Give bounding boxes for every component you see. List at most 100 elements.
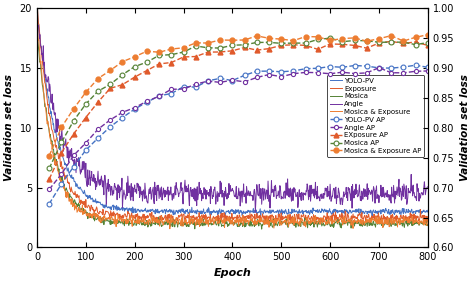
Angle	[331, 186, 337, 190]
YOLO-PV AP	[193, 85, 199, 89]
Mosica AP	[303, 41, 309, 45]
Mosica AP	[217, 46, 223, 50]
Mosica AP	[229, 43, 235, 47]
EXposure AP	[352, 44, 357, 47]
YOLO-PV	[59, 152, 64, 156]
YOLO-PV AP	[71, 165, 76, 168]
Angle AP	[278, 75, 284, 78]
Mosica AP	[352, 39, 357, 42]
YOLO-PV	[222, 214, 228, 218]
Angle AP	[315, 71, 321, 74]
Angle AP	[59, 173, 64, 176]
Mosica AP	[364, 39, 370, 43]
YOLO-PV AP	[364, 64, 370, 68]
Mosica & Exposure AP	[229, 39, 235, 42]
EXposure AP	[71, 132, 76, 136]
Mosica AP	[339, 40, 345, 43]
Exposure	[425, 215, 431, 219]
Mosica & Exposure AP	[156, 50, 162, 54]
Angle AP	[266, 73, 272, 76]
Mosica	[35, 36, 40, 39]
Line: EXposure AP: EXposure AP	[47, 39, 430, 182]
Angle	[35, 23, 40, 26]
EXposure AP	[83, 116, 89, 119]
Angle	[253, 211, 258, 214]
Mosica	[262, 221, 267, 224]
EXposure AP	[193, 55, 199, 58]
Angle AP	[352, 72, 357, 75]
Mosica & Exposure	[167, 227, 173, 230]
Mosica	[272, 224, 278, 227]
Mosica & Exposure AP	[266, 37, 272, 40]
Angle AP	[132, 106, 137, 109]
Angle AP	[291, 72, 296, 75]
Mosica AP	[254, 41, 260, 44]
Exposure	[59, 160, 64, 163]
Mosica & Exposure AP	[278, 38, 284, 41]
Angle AP	[83, 141, 89, 145]
Angle AP	[181, 87, 186, 91]
EXposure AP	[327, 42, 333, 46]
YOLO-PV AP	[254, 70, 260, 73]
Mosica	[59, 175, 64, 178]
EXposure AP	[181, 55, 186, 59]
EXposure AP	[339, 43, 345, 46]
Line: YOLO-PV: YOLO-PV	[37, 11, 428, 216]
YOLO-PV	[425, 209, 431, 212]
EXposure AP	[46, 178, 52, 181]
Line: Mosica & Exposure: Mosica & Exposure	[37, 24, 428, 229]
Mosica & Exposure AP	[315, 35, 321, 39]
Angle AP	[376, 66, 382, 69]
Mosica & Exposure AP	[181, 46, 186, 49]
YOLO-PV AP	[144, 100, 150, 104]
YOLO-PV AP	[266, 69, 272, 73]
Mosica & Exposure AP	[217, 38, 223, 42]
Exposure	[371, 212, 377, 216]
Exposure	[262, 215, 267, 218]
Angle AP	[205, 80, 211, 83]
Angle	[425, 185, 431, 189]
Mosica AP	[132, 65, 137, 68]
Mosica & Exposure AP	[242, 38, 247, 42]
Angle AP	[425, 69, 431, 73]
Mosica & Exposure AP	[413, 36, 419, 39]
Mosica & Exposure AP	[59, 126, 64, 129]
EXposure AP	[388, 40, 394, 43]
Line: Angle AP: Angle AP	[47, 66, 430, 191]
Angle AP	[401, 71, 406, 74]
Mosica AP	[425, 41, 431, 44]
Angle AP	[193, 82, 199, 86]
Mosica AP	[119, 73, 125, 76]
EXposure AP	[376, 41, 382, 45]
Mosica AP	[388, 41, 394, 44]
Angle AP	[303, 71, 309, 74]
EXposure AP	[413, 40, 419, 44]
YOLO-PV AP	[132, 107, 137, 111]
Mosica & Exposure AP	[254, 34, 260, 38]
Mosica & Exposure AP	[401, 39, 406, 43]
Angle	[262, 187, 267, 191]
YOLO-PV	[284, 211, 290, 215]
YOLO-PV AP	[315, 67, 321, 70]
Line: Exposure: Exposure	[37, 8, 428, 224]
Mosica & Exposure AP	[291, 39, 296, 42]
Angle AP	[339, 70, 345, 74]
Mosica AP	[144, 60, 150, 64]
Angle AP	[388, 71, 394, 74]
Angle	[272, 189, 278, 192]
Angle AP	[144, 100, 150, 103]
Y-axis label: Validation set loss: Validation set loss	[4, 74, 14, 181]
YOLO-PV AP	[278, 70, 284, 73]
Angle	[371, 187, 377, 191]
Mosica	[371, 223, 377, 227]
Exposure	[331, 214, 337, 217]
Mosica AP	[205, 46, 211, 49]
Angle AP	[254, 76, 260, 79]
Mosica & Exposure AP	[71, 107, 76, 111]
YOLO-PV AP	[388, 67, 394, 70]
EXposure AP	[401, 42, 406, 45]
Mosica & Exposure	[284, 223, 290, 227]
YOLO-PV AP	[108, 125, 113, 129]
Mosica AP	[181, 50, 186, 54]
Mosica & Exposure AP	[108, 69, 113, 72]
